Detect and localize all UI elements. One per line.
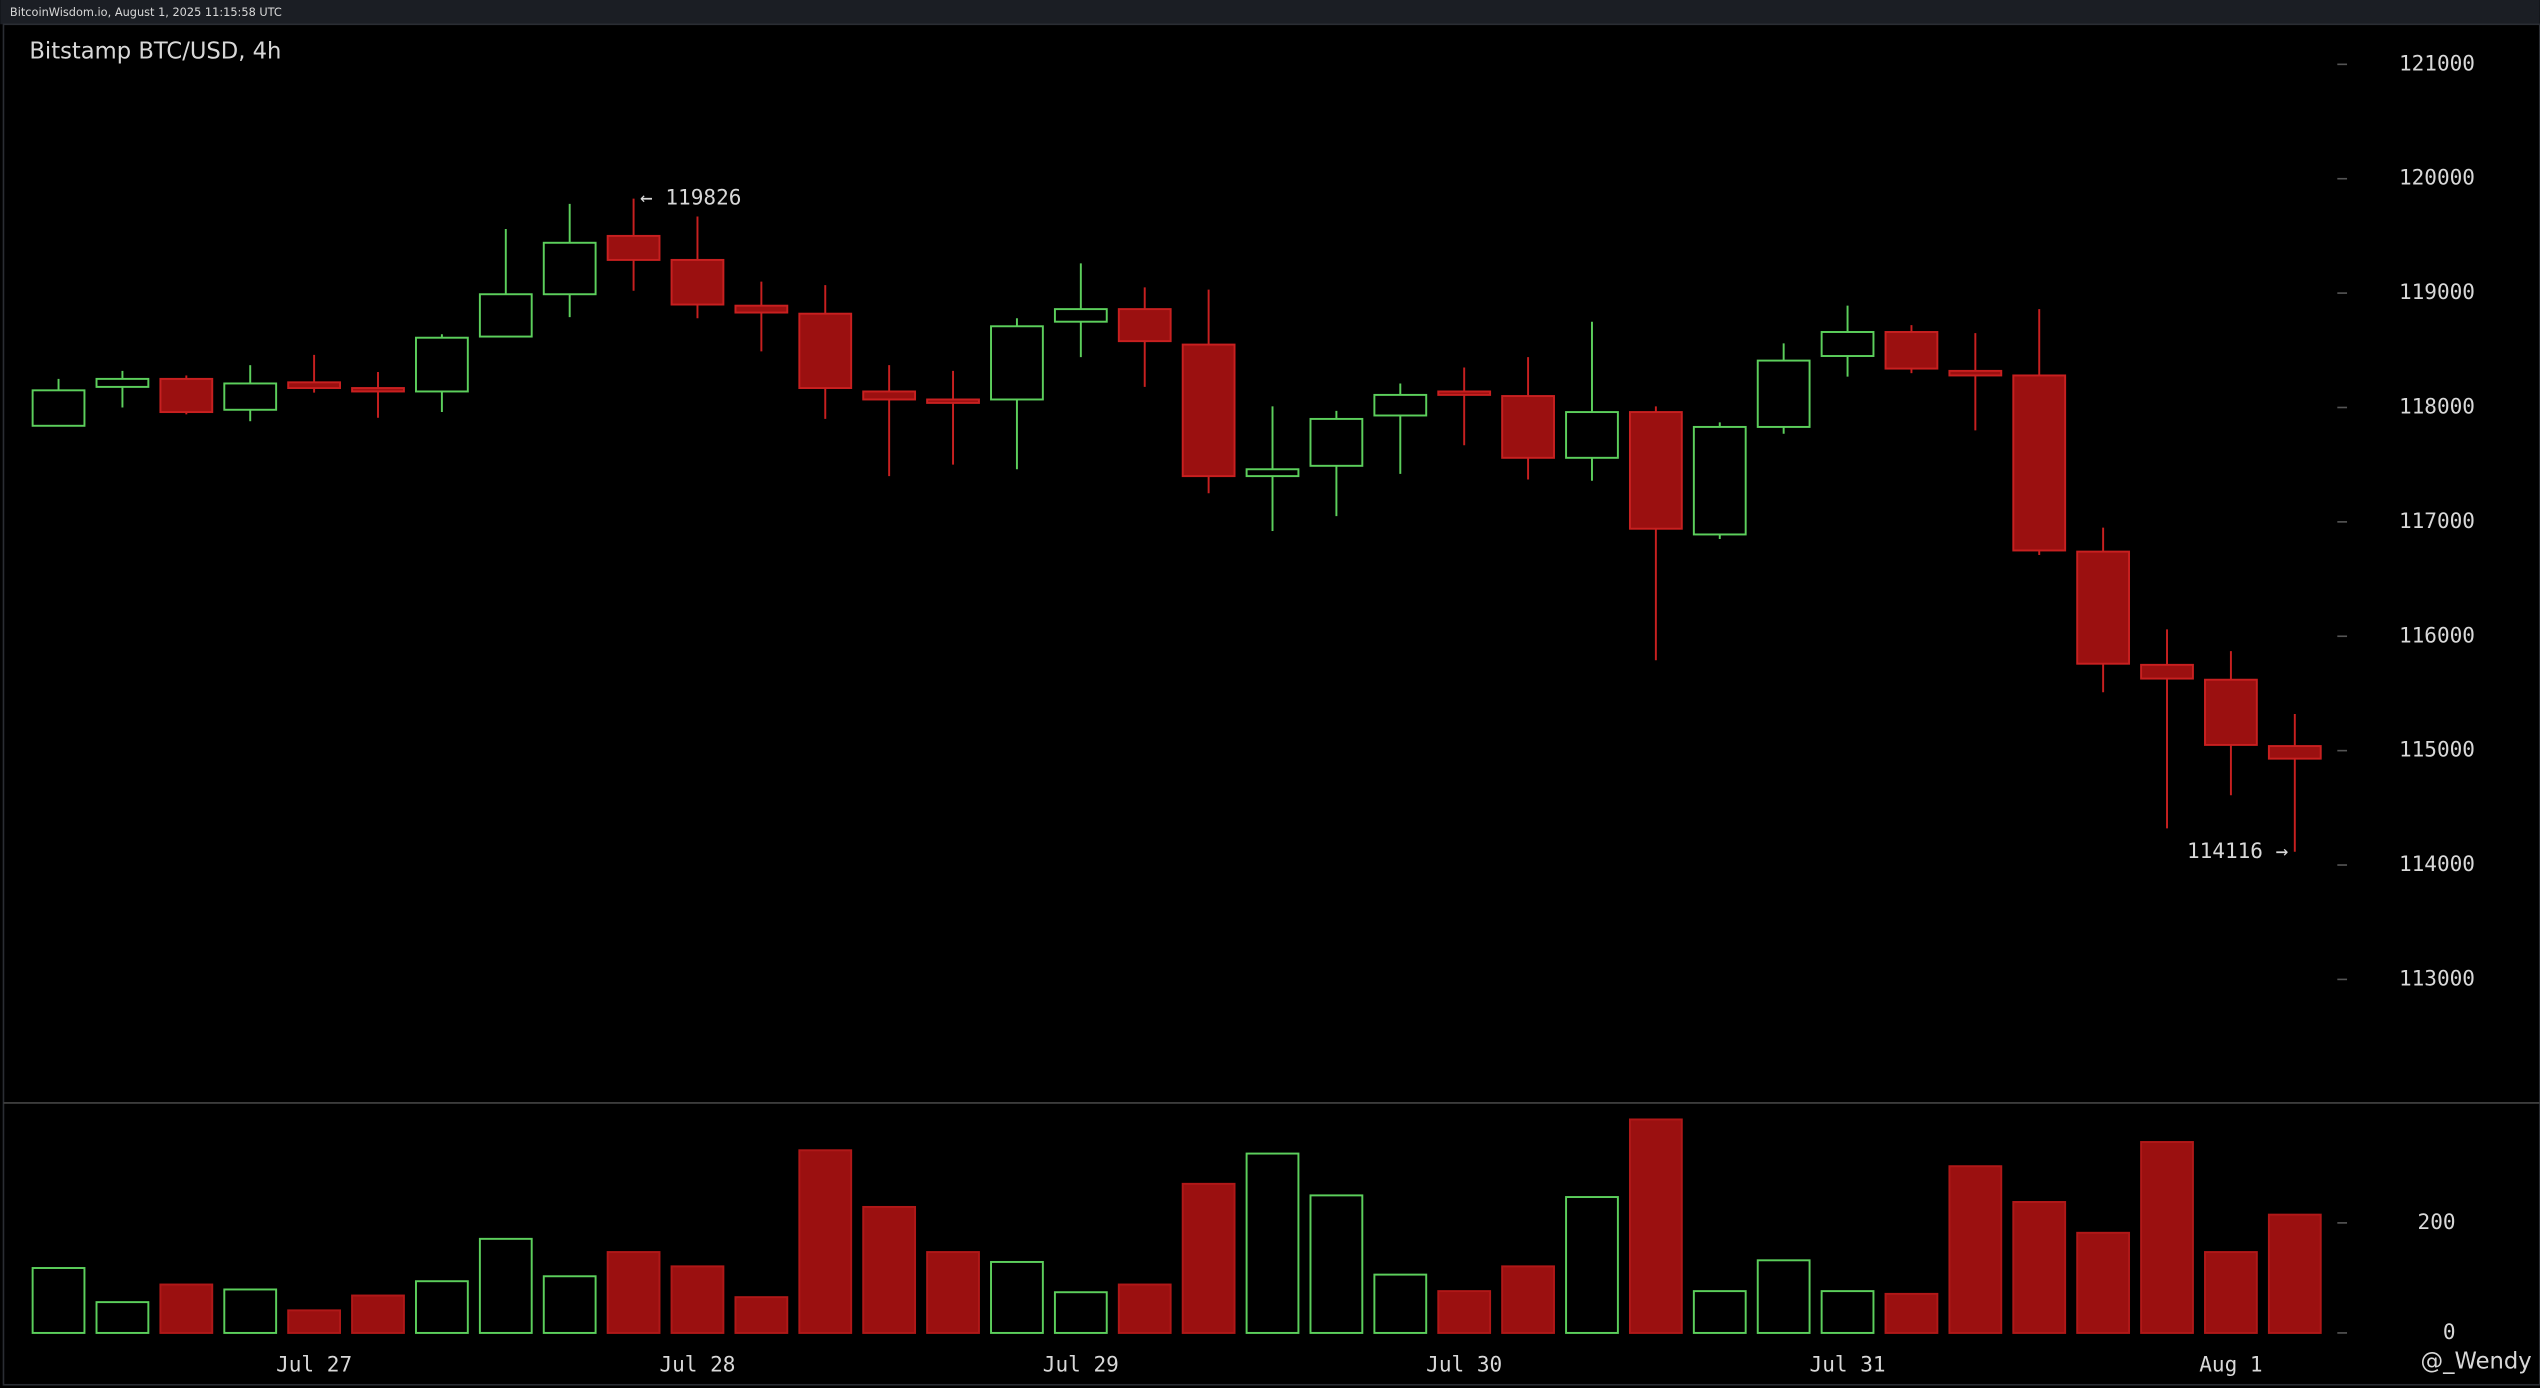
candle-body bbox=[734, 304, 789, 314]
volume-bar bbox=[2076, 1231, 2131, 1334]
y-tick-label: 119000 bbox=[2399, 279, 2475, 304]
volume-bar bbox=[1309, 1194, 1364, 1334]
volume-bar bbox=[670, 1265, 725, 1334]
volume-bar bbox=[1181, 1182, 1236, 1334]
candle-body bbox=[670, 258, 725, 306]
candle-body bbox=[1628, 411, 1683, 530]
volume-tick-label: 200 bbox=[2418, 1209, 2456, 1234]
volume-bar bbox=[1245, 1152, 1300, 1334]
x-tick-label: Jul 27 bbox=[276, 1351, 352, 1376]
candle-body bbox=[478, 293, 533, 338]
volume-bar bbox=[1948, 1165, 2003, 1334]
volume-bar bbox=[31, 1267, 86, 1334]
x-tick-label: Jul 31 bbox=[1810, 1351, 1886, 1376]
candle-body bbox=[287, 381, 341, 390]
volume-bar bbox=[2140, 1141, 2194, 1334]
volume-bar bbox=[415, 1280, 469, 1334]
candle-body bbox=[1692, 425, 1747, 536]
candle-body bbox=[2140, 663, 2194, 680]
volume-bar bbox=[1053, 1291, 1108, 1334]
y-tick-label: 114000 bbox=[2399, 851, 2475, 876]
candle-body bbox=[2267, 745, 2322, 760]
candle-body bbox=[1501, 395, 1555, 459]
x-tick-label: Jul 29 bbox=[1043, 1351, 1119, 1376]
volume-bar bbox=[1437, 1290, 1492, 1334]
volume-bar bbox=[542, 1275, 597, 1334]
candle-body bbox=[223, 382, 278, 411]
volume-bar bbox=[2204, 1251, 2258, 1334]
volume-tick-label: 0 bbox=[2443, 1319, 2456, 1344]
y-tick-label: 117000 bbox=[2399, 508, 2475, 533]
volume-bar bbox=[478, 1237, 533, 1334]
header-bar bbox=[0, 0, 2540, 25]
volume-bar bbox=[351, 1294, 405, 1334]
x-tick-label: Aug 1 bbox=[2199, 1351, 2262, 1376]
x-tick-label: Jul 28 bbox=[659, 1351, 735, 1376]
candle-body bbox=[95, 377, 150, 388]
candle-body bbox=[31, 389, 86, 427]
candle-body bbox=[1245, 468, 1300, 478]
x-tick-label: Jul 30 bbox=[1426, 1351, 1502, 1376]
candle-body bbox=[606, 234, 661, 261]
volume-bar bbox=[1628, 1118, 1683, 1334]
candle-body bbox=[1117, 308, 1172, 343]
volume-bar bbox=[606, 1251, 661, 1334]
volume-bar bbox=[926, 1251, 980, 1334]
volume-bar bbox=[798, 1149, 853, 1334]
candle-body bbox=[1053, 308, 1108, 323]
volume-bar bbox=[1820, 1290, 1875, 1334]
y-tick-label: 118000 bbox=[2399, 393, 2475, 418]
candle-body bbox=[159, 377, 214, 414]
candle-body bbox=[926, 398, 980, 404]
watermark: @_Wendy bbox=[2421, 1349, 2532, 1375]
volume-bar bbox=[287, 1309, 341, 1334]
candle-body bbox=[1181, 343, 1236, 478]
volume-bar bbox=[1501, 1265, 1555, 1334]
volume-bar bbox=[990, 1260, 1044, 1334]
y-tick-label: 115000 bbox=[2399, 737, 2475, 762]
candle-body bbox=[798, 312, 853, 390]
volume-bar bbox=[2267, 1213, 2322, 1334]
candle-body bbox=[1756, 359, 1811, 428]
volume-bar bbox=[1884, 1292, 1939, 1334]
candle-body bbox=[542, 241, 597, 296]
volume-bar bbox=[223, 1288, 278, 1334]
volume-bar bbox=[1117, 1283, 1172, 1334]
y-tick-label: 121000 bbox=[2399, 50, 2475, 75]
header-text: BitcoinWisdom.io, August 1, 2025 11:15:5… bbox=[10, 5, 282, 19]
y-tick-label: 116000 bbox=[2399, 622, 2475, 647]
y-tick-label: 113000 bbox=[2399, 965, 2475, 990]
candle-body bbox=[1884, 331, 1939, 370]
volume-bar bbox=[1565, 1196, 1619, 1334]
candle-body bbox=[1437, 390, 1492, 396]
volume-bar bbox=[1756, 1259, 1811, 1334]
candle-body bbox=[2076, 550, 2131, 665]
candle-body bbox=[862, 390, 917, 401]
candle-body bbox=[1373, 393, 1428, 417]
candle-body bbox=[2012, 374, 2067, 552]
candle-body bbox=[1309, 417, 1364, 467]
price-annotation: 114116 → bbox=[2187, 838, 2288, 863]
candle-body bbox=[1820, 331, 1875, 357]
volume-bar bbox=[734, 1296, 789, 1334]
volume-bar bbox=[1692, 1290, 1747, 1334]
price-annotation: ← 119826 bbox=[640, 185, 741, 210]
volume-bar bbox=[2012, 1201, 2067, 1334]
volume-bar bbox=[159, 1283, 214, 1334]
volume-bar bbox=[95, 1301, 150, 1334]
chart-title: Bitstamp BTC/USD, 4h bbox=[29, 38, 281, 64]
volume-bar bbox=[1373, 1273, 1428, 1334]
candle-body bbox=[1948, 369, 2003, 377]
candle-body bbox=[990, 325, 1044, 401]
candle-body bbox=[351, 387, 405, 393]
candle-body bbox=[2204, 678, 2258, 746]
candle-body bbox=[1565, 411, 1619, 459]
y-tick-label: 120000 bbox=[2399, 165, 2475, 190]
candle-body bbox=[415, 336, 469, 393]
volume-bar bbox=[862, 1205, 917, 1334]
